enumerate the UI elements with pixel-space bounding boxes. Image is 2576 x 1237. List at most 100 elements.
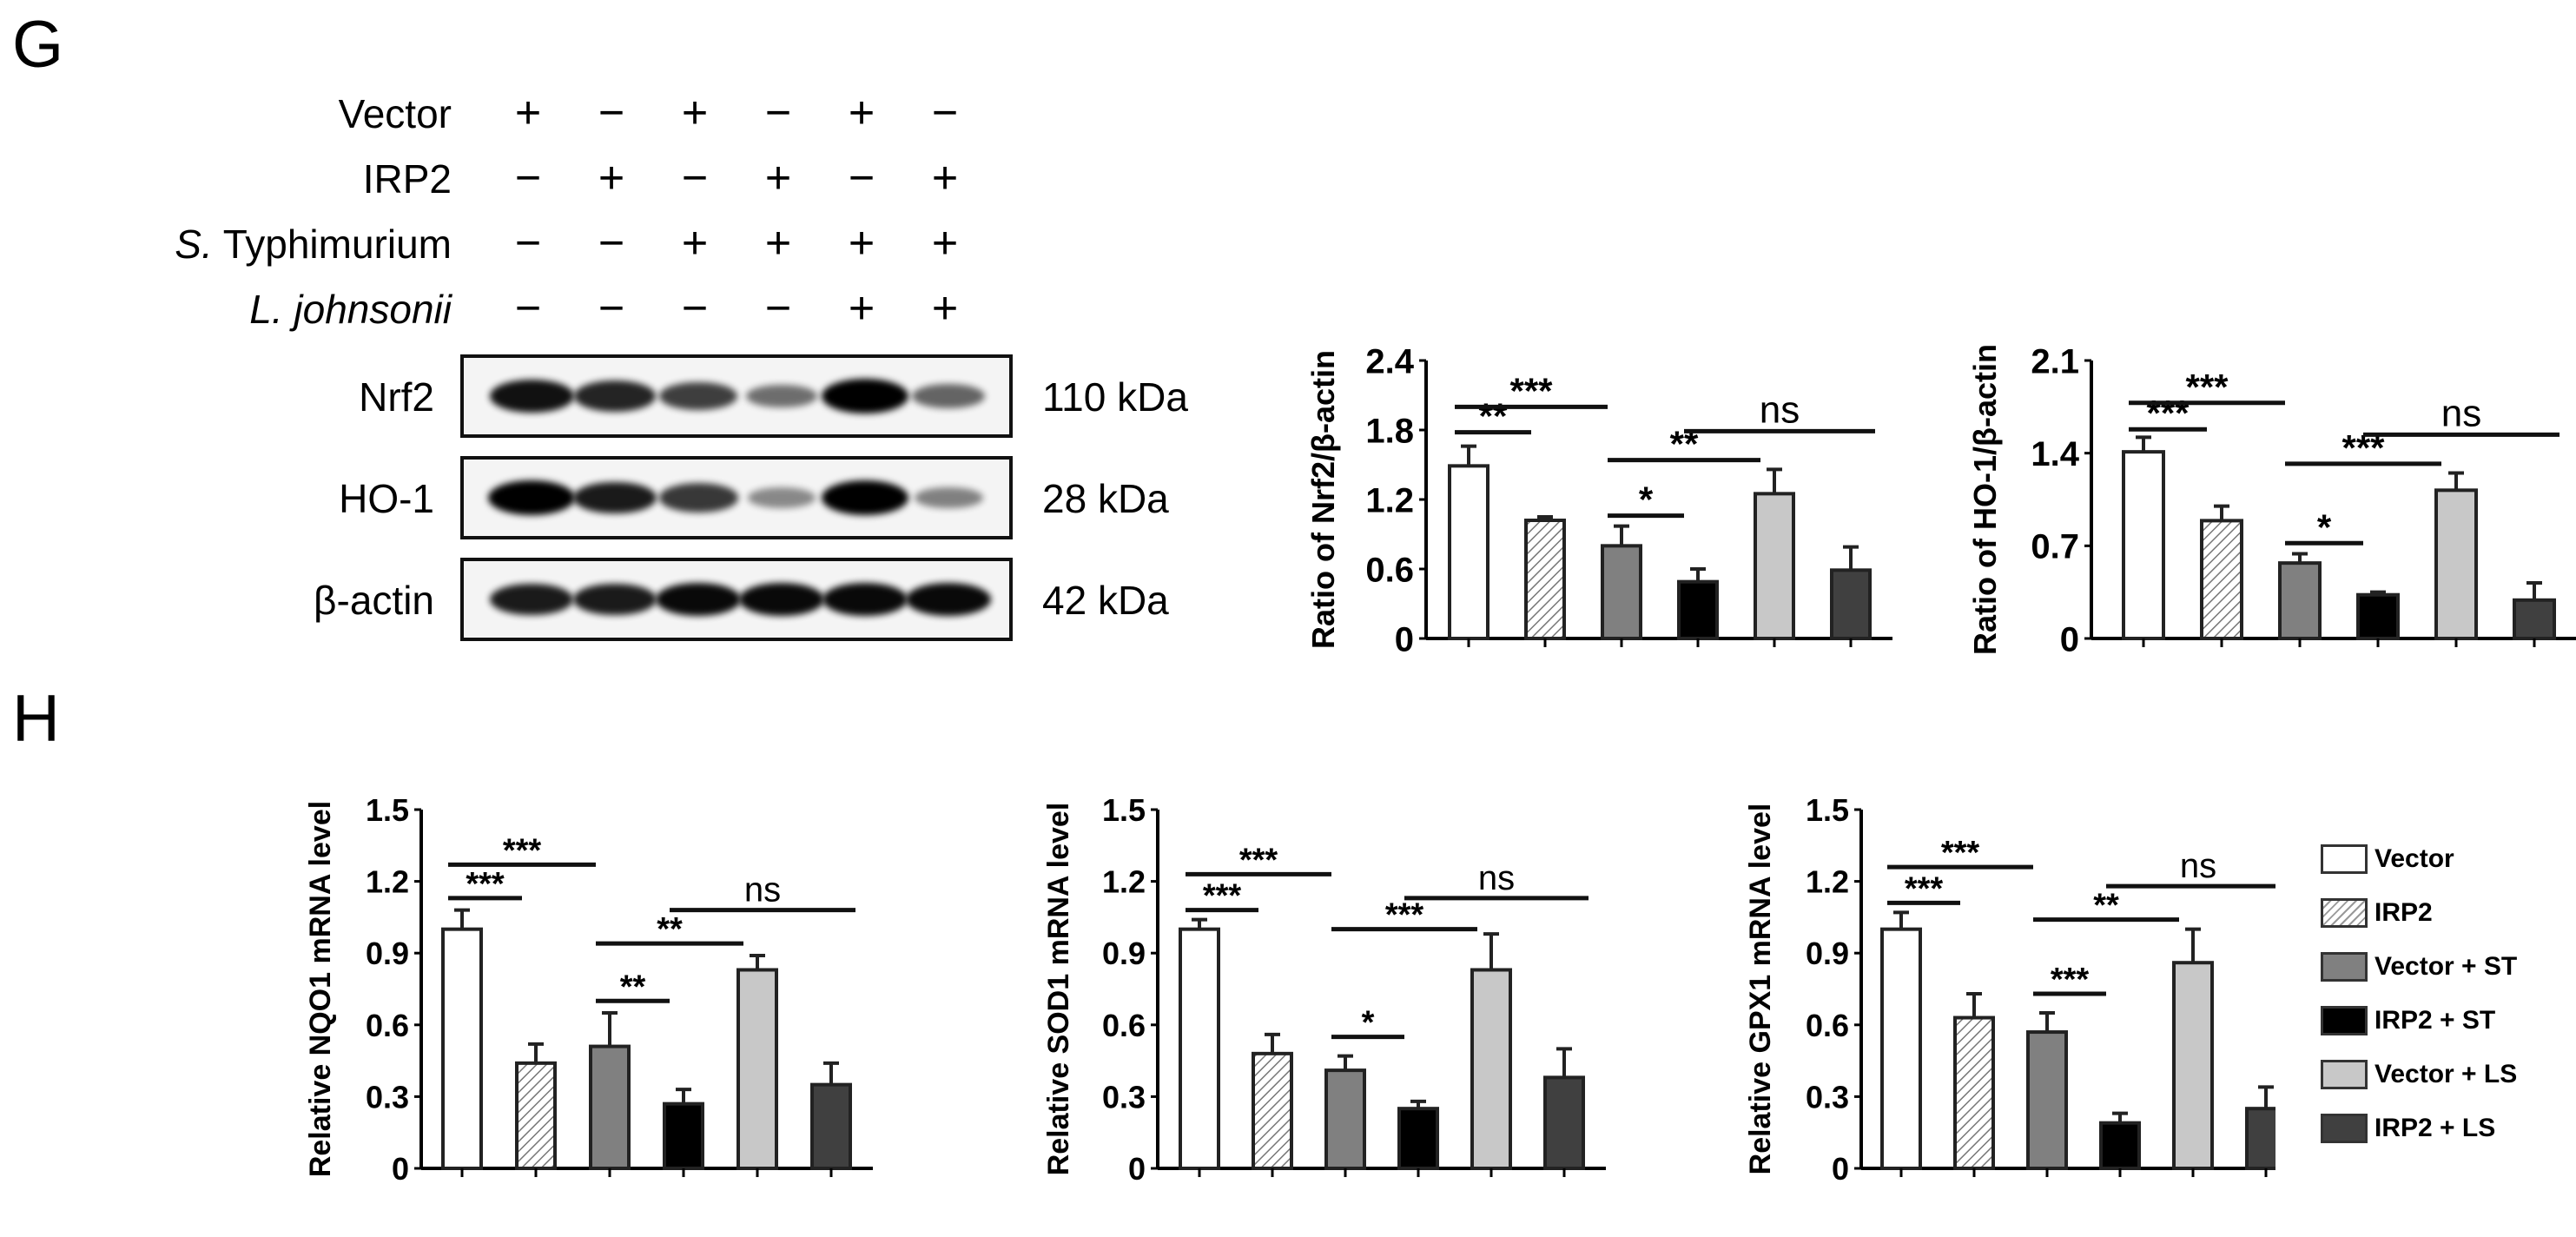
bar-irp2-st bbox=[2356, 592, 2400, 641]
condition-sign: − bbox=[764, 283, 792, 334]
condition-sign: + bbox=[681, 218, 709, 268]
significance-label: *** bbox=[1203, 878, 1242, 915]
bar-vector-st bbox=[1324, 1068, 1366, 1171]
significance-label: * bbox=[2317, 506, 2332, 547]
y-tick-label: 1.8 bbox=[1365, 412, 1414, 450]
bar-vector bbox=[1179, 927, 1220, 1171]
blot-band bbox=[905, 582, 992, 617]
condition-sign: + bbox=[681, 88, 709, 138]
y-tick-label: 0.6 bbox=[1102, 1008, 1146, 1043]
legend-swatch bbox=[2321, 1114, 2368, 1143]
significance-label: ** bbox=[657, 911, 683, 948]
nrf2-ratio-bar-chart: Ratio of Nrf2/β-actin 00.61.21.82.4******… bbox=[1305, 342, 1892, 658]
legend-label: IRP2 + LS bbox=[2375, 1114, 2496, 1142]
bar-vector-ls bbox=[1754, 492, 1795, 641]
legend-item-irp2-ls: IRP2 + LS bbox=[2321, 1101, 2517, 1155]
bar-irp2-ls bbox=[2245, 1107, 2275, 1170]
condition-sign: − bbox=[848, 153, 875, 203]
y-tick-label: 1.4 bbox=[2031, 435, 2079, 473]
protein-label: β-actin bbox=[314, 578, 434, 623]
y-tick-label: 1.5 bbox=[1102, 799, 1146, 828]
bar-irp2-st bbox=[2099, 1121, 2141, 1171]
blot-ho1 bbox=[460, 456, 1013, 539]
y-tick-label: 2.4 bbox=[1365, 342, 1414, 380]
condition-sign: − bbox=[598, 283, 625, 334]
condition-sign: + bbox=[848, 283, 875, 334]
bar-irp2-ls bbox=[2513, 598, 2556, 640]
y-tick-label: 0.9 bbox=[1806, 936, 1849, 971]
legend-label: Vector + LS bbox=[2375, 1060, 2518, 1088]
bar-vector-st bbox=[2026, 1030, 2068, 1170]
bar-irp2-st bbox=[663, 1101, 704, 1170]
panel-letter-g: G bbox=[12, 8, 64, 82]
bar-vector bbox=[2122, 450, 2165, 640]
condition-sign: + bbox=[764, 218, 792, 268]
y-tick-label: 0 bbox=[1832, 1151, 1849, 1187]
blot-band bbox=[822, 582, 908, 617]
blot-band bbox=[822, 379, 908, 413]
bar-irp2-st bbox=[1677, 579, 1719, 640]
condition-sign: + bbox=[931, 218, 959, 268]
legend-label: IRP2 + ST bbox=[2375, 1006, 2496, 1035]
bar-vector-ls bbox=[2172, 961, 2214, 1170]
gpx1-mrna-bar-chart: Relative GPX1 mRNA level 0 0.3 0.6 0.9 1.2 1.5… bbox=[1744, 799, 2275, 1187]
protein-label: Nrf2 bbox=[359, 374, 434, 420]
molecular-weight-label: 110 kDa bbox=[1042, 374, 1188, 420]
legend-item-vector-st: Vector + ST bbox=[2321, 940, 2517, 994]
significance-label: *** bbox=[2051, 962, 2090, 998]
legend-label: Vector bbox=[2375, 844, 2454, 873]
condition-sign: − bbox=[514, 283, 542, 334]
bar-vector-st bbox=[1601, 544, 1642, 641]
legend-label: Vector + ST bbox=[2375, 952, 2518, 981]
legend-item-vector: Vector bbox=[2321, 832, 2517, 886]
y-tick-label: 0 bbox=[1128, 1151, 1146, 1187]
condition-label-3: L. johnsonii bbox=[249, 287, 452, 332]
y-tick-label: 1.2 bbox=[1102, 864, 1146, 900]
significance-label: *** bbox=[2146, 393, 2190, 433]
bar-vector-st bbox=[2278, 561, 2322, 640]
legend-item-irp2-st: IRP2 + ST bbox=[2321, 994, 2517, 1048]
y-tick-label: 0.6 bbox=[366, 1008, 409, 1043]
condition-label-0: Vector bbox=[338, 91, 452, 136]
blot-band bbox=[914, 486, 983, 509]
condition-sign: − bbox=[681, 153, 709, 203]
significance-label: *** bbox=[1509, 370, 1553, 411]
condition-sign: − bbox=[764, 88, 792, 138]
ho1-ratio-bar-chart: Ratio of HO-1/β-actin 00.71.42.1*********… bbox=[1967, 342, 2576, 658]
condition-sign: − bbox=[514, 218, 542, 268]
significance-label: * bbox=[1639, 480, 1654, 520]
blot-band bbox=[822, 480, 908, 515]
condition-sign: + bbox=[764, 153, 792, 203]
blot-band bbox=[490, 583, 573, 616]
legend-label: IRP2 bbox=[2375, 898, 2433, 927]
y-tick-label: 0 bbox=[2060, 620, 2079, 658]
sod1-mrna-bar-chart: Relative SOD1 mRNA level 0 0.3 0.6 0.9 1.2 1.5… bbox=[1042, 799, 1606, 1187]
y-tick-label: 1.5 bbox=[366, 799, 409, 828]
molecular-weight-label: 28 kDa bbox=[1042, 476, 1169, 521]
bar-irp2-ls bbox=[1830, 568, 1872, 641]
blot-band bbox=[574, 380, 656, 412]
protein-label: HO-1 bbox=[339, 476, 434, 521]
blot-actin bbox=[460, 558, 1013, 641]
y-tick-label: 1.2 bbox=[1806, 864, 1849, 900]
condition-sign: + bbox=[598, 153, 625, 203]
y-tick-label: 1.5 bbox=[1806, 799, 1849, 828]
bar-vector-ls bbox=[2434, 488, 2478, 641]
blot-nrf2 bbox=[460, 354, 1013, 438]
significance-label: ** bbox=[620, 969, 646, 1005]
y-tick-label: 0.9 bbox=[1102, 936, 1146, 971]
blot-band bbox=[746, 384, 817, 408]
legend-item-vector-ls: Vector + LS bbox=[2321, 1048, 2517, 1101]
bar-vector bbox=[1880, 927, 1922, 1171]
y-axis-label: Relative SOD1 mRNA level bbox=[1042, 803, 1075, 1176]
condition-label-1: IRP2 bbox=[362, 156, 452, 202]
bar-irp2 bbox=[515, 1061, 557, 1170]
y-axis-label: Ratio of HO-1/β-actin bbox=[1967, 344, 2003, 655]
legend-swatch bbox=[2321, 1060, 2368, 1089]
legend-swatch bbox=[2321, 898, 2368, 928]
condition-sign: + bbox=[931, 153, 959, 203]
significance-label: ns bbox=[1760, 388, 1800, 431]
significance-label: *** bbox=[1239, 842, 1278, 878]
condition-sign: + bbox=[931, 283, 959, 334]
blot-band bbox=[488, 480, 575, 515]
